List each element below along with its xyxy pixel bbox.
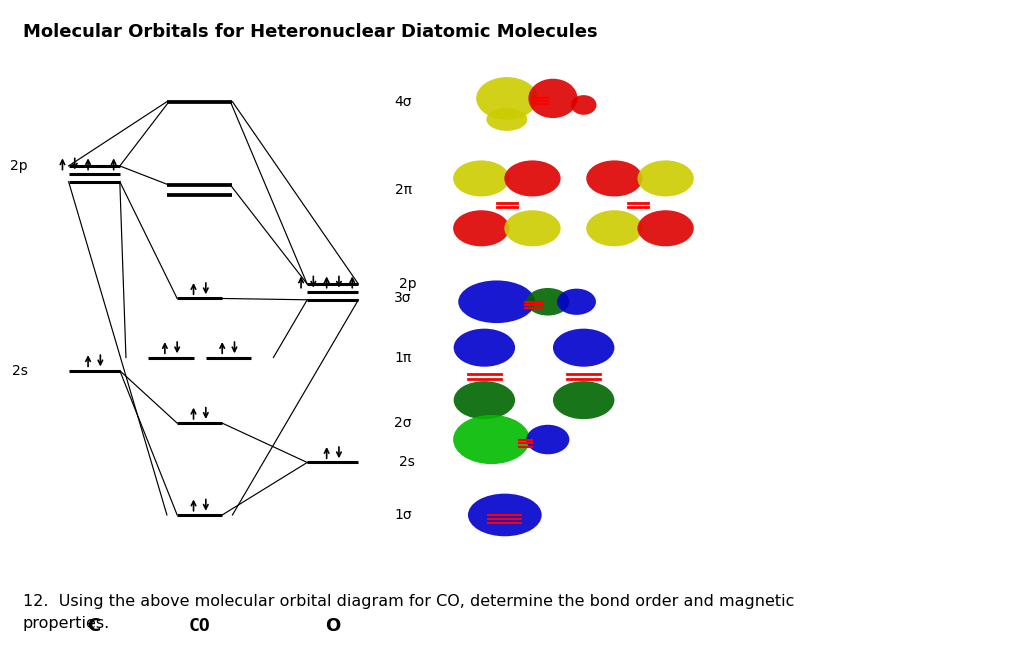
Ellipse shape — [586, 160, 643, 197]
Ellipse shape — [526, 425, 569, 454]
Text: 12.  Using the above molecular orbital diagram for CO, determine the bond order : 12. Using the above molecular orbital di… — [23, 594, 794, 631]
Text: Molecular Orbitals for Heteronuclear Diatomic Molecules: Molecular Orbitals for Heteronuclear Dia… — [23, 23, 597, 41]
Text: 1π: 1π — [394, 350, 412, 365]
Ellipse shape — [528, 79, 578, 118]
Ellipse shape — [553, 381, 614, 419]
Ellipse shape — [486, 108, 527, 131]
Ellipse shape — [586, 210, 643, 247]
Ellipse shape — [526, 288, 569, 316]
Ellipse shape — [459, 281, 535, 323]
Text: 2p: 2p — [399, 277, 417, 291]
Ellipse shape — [553, 329, 614, 367]
Text: 2p: 2p — [10, 159, 28, 173]
Ellipse shape — [454, 415, 530, 464]
Ellipse shape — [476, 77, 538, 119]
Ellipse shape — [637, 210, 694, 247]
Ellipse shape — [504, 160, 561, 197]
Text: 2s: 2s — [399, 455, 416, 470]
Text: C: C — [88, 617, 100, 636]
Text: 2s: 2s — [11, 363, 28, 378]
Text: 2σ: 2σ — [394, 416, 412, 430]
Text: CO: CO — [188, 617, 211, 636]
Ellipse shape — [571, 95, 596, 115]
Ellipse shape — [637, 160, 694, 197]
Text: O: O — [326, 617, 340, 636]
Ellipse shape — [454, 329, 515, 367]
Ellipse shape — [454, 381, 515, 419]
Ellipse shape — [557, 289, 596, 315]
Ellipse shape — [453, 160, 510, 197]
Text: 1σ: 1σ — [394, 508, 412, 522]
Ellipse shape — [468, 493, 542, 537]
Ellipse shape — [504, 210, 561, 247]
Ellipse shape — [453, 210, 510, 247]
Text: 2π: 2π — [394, 183, 412, 197]
Text: 3σ: 3σ — [394, 291, 412, 306]
Text: 4σ: 4σ — [394, 94, 412, 109]
